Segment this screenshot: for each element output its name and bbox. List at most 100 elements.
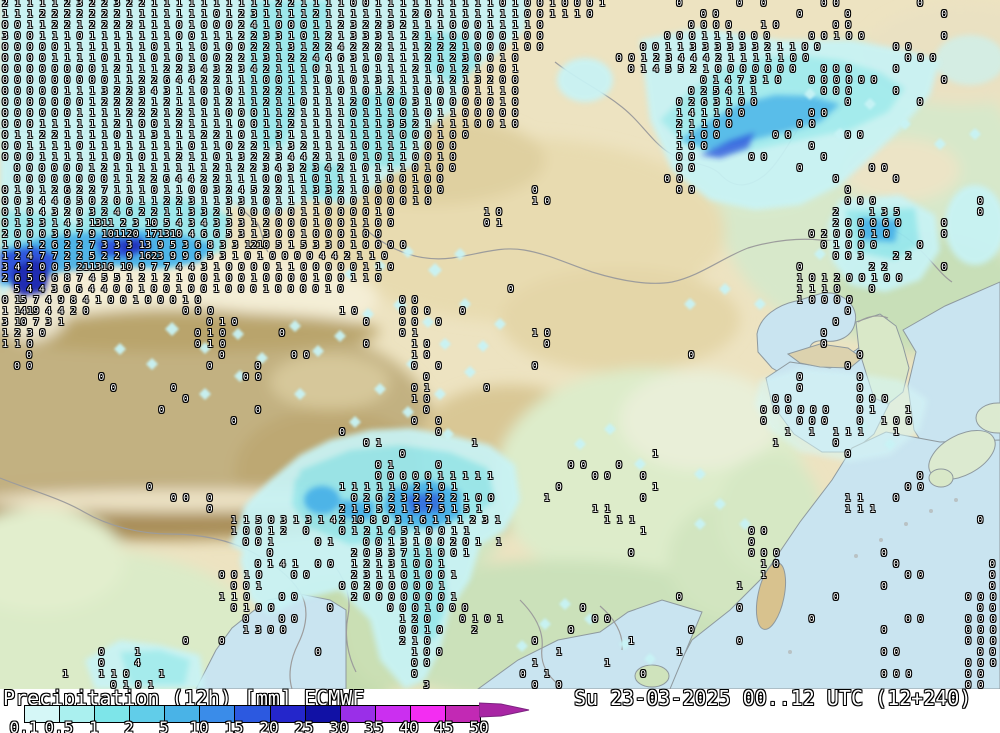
precip-value-row: 1 3 0 0 bbox=[242, 625, 287, 636]
legend-segment-8 bbox=[305, 706, 341, 722]
precip-value-row: 1 bbox=[760, 570, 767, 581]
precip-value-row: 1 bbox=[604, 658, 611, 669]
precip-value-row: 0 1 0 bbox=[194, 328, 226, 339]
precip-value-row: 0 0 bbox=[748, 152, 768, 163]
precip-value-row: 1 1 1 1 1 0 2 1 0 1 bbox=[339, 482, 458, 493]
precip-value-row: 0 bbox=[688, 350, 695, 361]
precip-value-row: 2 1 1 0 0 bbox=[676, 119, 733, 130]
legend-label: 50 bbox=[469, 718, 489, 733]
precip-value-row: 0 bbox=[531, 361, 538, 372]
precip-value-row: 0 bbox=[844, 9, 852, 20]
precip-value-row: 0 bbox=[796, 163, 803, 174]
precip-value-row: 0 0 0 1 1 1 1 1 1 2 1 0 0 1 2 1 1 1 1 0 … bbox=[2, 119, 519, 130]
precip-value-row: 0 bbox=[254, 405, 262, 416]
precip-value-row: 0 bbox=[880, 581, 888, 592]
precip-value-row: 0 bbox=[844, 185, 852, 196]
precip-value-row: 1 1419 4 4 2 0 bbox=[2, 306, 90, 317]
precip-value-row: 0 0 2 0 0 0 0 0 1 bbox=[339, 581, 445, 592]
precip-value-row: 1 bbox=[808, 427, 815, 438]
precip-value-row: 0 0 bbox=[772, 394, 792, 405]
precip-value-row: 2 10 8 9 3 1 6 1 1 1 2 3 1 bbox=[339, 515, 501, 526]
precip-value-row: 0 1 bbox=[399, 328, 418, 339]
precip-value-row: 0 1 0 1 bbox=[110, 680, 154, 689]
precip-value-row: 0 bbox=[808, 141, 815, 152]
precip-value-row: 0 bbox=[616, 460, 623, 471]
precip-value-row: 0 0 1 1 3 3 3 3 3 3 2 1 1 0 0 bbox=[640, 42, 821, 53]
precip-value-row: 1 bbox=[652, 449, 659, 460]
precip-value-row: 0 bbox=[640, 669, 647, 680]
precip-value-row: 1 bbox=[495, 537, 502, 548]
precip-value-row: 1 0 bbox=[411, 339, 431, 350]
legend-label: 30 bbox=[329, 718, 349, 733]
precip-value-row: 1 0 bbox=[760, 20, 780, 31]
precip-value-row: 0 0 bbox=[399, 317, 418, 328]
legend-label: 15 bbox=[224, 718, 244, 733]
precip-value-row: 0 0 bbox=[664, 174, 683, 185]
legend-label: 1 bbox=[89, 718, 99, 733]
precip-value-row: 0 bbox=[206, 361, 213, 372]
precip-value-row: 1 bbox=[134, 647, 141, 658]
precip-value-row: 0 bbox=[146, 482, 153, 493]
precip-value-row: 0 bbox=[844, 306, 852, 317]
precip-value-row: 0 0 bbox=[868, 163, 888, 174]
precip-value-row: 0 bbox=[170, 383, 177, 394]
precip-value-row: 0 bbox=[567, 625, 575, 636]
precip-value-row: 0 0 1 bbox=[242, 537, 274, 548]
precip-value-row: 1 0 bbox=[483, 207, 503, 218]
precip-value-row: 0 bbox=[688, 625, 695, 636]
precip-value-row: 1 bbox=[772, 438, 779, 449]
precip-value-row: 0 bbox=[676, 592, 683, 603]
precip-value-row: 0 bbox=[543, 339, 551, 350]
precip-value-row: 0 bbox=[266, 548, 274, 559]
legend-segment-9 bbox=[340, 706, 376, 722]
precip-value-row: 0 bbox=[892, 64, 900, 75]
precip-value-row: 0 0 0 0 0 0 0 0 1 2 1 1 1 2 2 3 4 3 2 3 … bbox=[2, 64, 519, 75]
precip-value-row: 0 1 4 7 3 1 0 bbox=[700, 75, 782, 86]
precip-value-row: 0 bbox=[555, 482, 563, 493]
precip-value-row: 0 0 bbox=[844, 130, 864, 141]
precip-value-row: 0 0 0 bbox=[820, 64, 852, 75]
precip-value-row: 0 0 bbox=[905, 482, 924, 493]
precip-value-row: 0 bbox=[435, 460, 442, 471]
precip-value-row: 0 bbox=[736, 636, 743, 647]
legend-label: 0.5 bbox=[44, 718, 74, 733]
precip-value-row: 0 bbox=[856, 350, 864, 361]
precip-value-row: 1 2 3 0 bbox=[2, 328, 46, 339]
precip-value-row: 1 0 bbox=[339, 306, 358, 317]
precip-value-row: 0 bbox=[628, 548, 635, 559]
precip-value-row: 0 bbox=[303, 526, 310, 537]
precip-value-row: 0 0 bbox=[748, 526, 768, 537]
precip-value-row: 0 0 bbox=[820, 0, 840, 9]
precip-value-row: 0 bbox=[844, 361, 852, 372]
legend-segment-5 bbox=[200, 706, 236, 722]
precip-value-row: 0 0 bbox=[808, 108, 828, 119]
precip-value-row: 2 bbox=[832, 207, 839, 218]
precip-value-row: 0 bbox=[736, 603, 743, 614]
precip-value-row: 0 bbox=[880, 625, 888, 636]
precip-value-row: 0 0 bbox=[411, 658, 431, 669]
legend-segment-0 bbox=[25, 706, 61, 722]
precip-value-row: 0 1 bbox=[483, 218, 503, 229]
precip-value-row: 0 bbox=[411, 416, 418, 427]
precip-value-row: 1 0 1 2 6 2 2 7 3 3 3 13 9 5 3 6 8 3 3 1… bbox=[2, 240, 407, 251]
precip-value-row: 0 bbox=[98, 647, 105, 658]
precip-value-row: 0 bbox=[832, 438, 839, 449]
precip-value-row: 0 bbox=[507, 284, 514, 295]
precip-value-row: 2 0 5 3 7 1 1 0 0 1 bbox=[351, 548, 470, 559]
precip-value-row: 1 bbox=[640, 526, 647, 537]
legend-segment-7 bbox=[270, 706, 306, 722]
precip-value-row: 0 0 bbox=[832, 20, 852, 31]
precip-value-row: 1 1 1 2 2 2 2 2 2 2 1 1 1 1 1 1 1 0 1 2 … bbox=[2, 9, 593, 20]
precip-value-row: 2 0 0 0 0 0 0 0 1 bbox=[351, 592, 457, 603]
precip-value-row: 0 0 bbox=[315, 559, 334, 570]
precip-value-row: 0 0 bbox=[676, 163, 695, 174]
legend-colorbar bbox=[24, 705, 481, 723]
japan-kyushu bbox=[928, 430, 996, 480]
precip-value-row: 2 6 5 6 6 8 7 4 5 5 1 2 1 2 1 0 0 1 0 0 … bbox=[2, 273, 382, 284]
legend-label: 5 bbox=[159, 718, 169, 733]
precip-value-row: 3 4 2 0 0 5 211316 10 9 7 7 4 4 3 1 0 0 … bbox=[2, 262, 394, 273]
precip-value-row: 1 0 bbox=[760, 559, 780, 570]
precip-value-row: 0 bbox=[977, 515, 984, 526]
precip-value-row: 0 0 1 1 2 2 1 2 2 2 2 1 1 1 0 1 0 0 0 2 … bbox=[2, 20, 544, 31]
